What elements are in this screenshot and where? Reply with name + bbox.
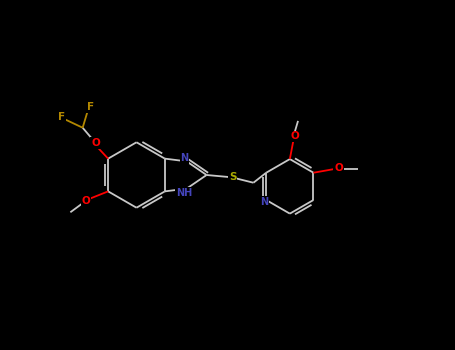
Text: NH: NH <box>176 188 192 198</box>
Text: N: N <box>260 197 268 207</box>
Text: N: N <box>180 153 188 163</box>
Text: O: O <box>290 131 299 141</box>
Text: F: F <box>58 112 65 122</box>
Text: O: O <box>91 138 100 148</box>
Text: O: O <box>81 196 90 206</box>
Text: O: O <box>334 163 343 173</box>
Text: F: F <box>87 102 94 112</box>
Text: S: S <box>229 172 236 182</box>
